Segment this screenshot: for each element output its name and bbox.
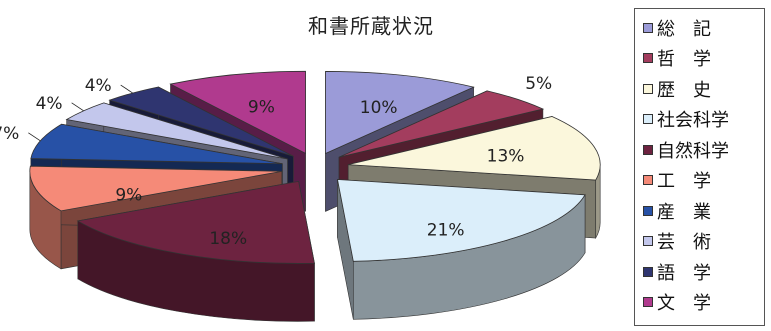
pie-slice-5 — [76, 180, 315, 264]
pie-slice-4 — [336, 179, 586, 262]
legend-swatch — [643, 297, 653, 307]
pie-slice-8 — [65, 102, 288, 160]
pie-slice-3 — [348, 116, 601, 181]
pie-slice-1 — [325, 71, 475, 155]
data-label-1: 10% — [360, 98, 398, 118]
legend-swatch — [643, 144, 653, 155]
pie-slice-6 — [29, 165, 282, 212]
leader-lines — [28, 84, 133, 142]
legend-label: 語 学 — [657, 262, 711, 284]
legend-label: 社会科学 — [657, 110, 729, 131]
legend-label: 芸 術 — [657, 232, 711, 253]
data-label-6: 9% — [115, 185, 142, 205]
legend-item-3: 歴 史 — [643, 74, 711, 103]
pie-slices — [29, 70, 601, 264]
data-label-9: 4% — [85, 76, 112, 96]
legend-label: 工 学 — [657, 171, 711, 192]
leader-line-9 — [120, 84, 133, 94]
data-label-7: 7% — [0, 124, 19, 144]
data-label-3: 13% — [487, 147, 525, 167]
pie-slice-2 — [338, 90, 545, 158]
pie-slice-7 — [30, 123, 283, 165]
pie-slice-10 — [169, 70, 306, 154]
legend-item-9: 語 学 — [643, 257, 711, 286]
legend-item-1: 総 記 — [643, 13, 711, 42]
legend-item-7: 産 業 — [643, 196, 711, 225]
legend-item-10: 文 学 — [643, 288, 711, 317]
data-label-4: 21% — [427, 221, 465, 241]
legend-item-5: 自然科学 — [643, 135, 729, 164]
legend-label: 自然科学 — [657, 140, 729, 162]
legend-swatch — [643, 114, 653, 124]
legend-label: 哲 学 — [657, 49, 711, 70]
legend: 総 記哲 学歴 史社会科学自然科学工 学産 業芸 術語 学文 学 — [634, 8, 765, 326]
chart-title: 和書所蔵状況 — [308, 14, 434, 38]
leader-line-7 — [28, 132, 41, 142]
legend-item-8: 芸 術 — [643, 227, 711, 256]
data-label-2: 5% — [525, 74, 552, 94]
legend-label: 文 学 — [657, 293, 711, 314]
legend-item-2: 哲 学 — [643, 44, 711, 73]
legend-swatch — [643, 266, 653, 277]
data-labels: 10% 5% 13% 21% 18% 9% 7% 4% 4% 9% — [0, 74, 552, 249]
legend-swatch — [643, 205, 653, 216]
data-label-10: 9% — [248, 97, 275, 117]
leader-line-8 — [71, 102, 84, 112]
legend-swatch — [643, 236, 653, 246]
legend-label: 産 業 — [657, 201, 711, 223]
legend-label: 歴 史 — [657, 79, 711, 101]
legend-item-4: 社会科学 — [643, 105, 729, 134]
legend-swatch — [643, 83, 653, 94]
legend-item-6: 工 学 — [643, 166, 711, 195]
data-label-8: 4% — [36, 94, 63, 114]
legend-swatch — [643, 53, 653, 63]
pie-slice-9 — [108, 86, 294, 157]
legend-swatch — [643, 22, 653, 33]
legend-label: 総 記 — [657, 18, 711, 40]
data-label-5: 18% — [209, 229, 247, 249]
legend-swatch — [643, 175, 653, 185]
